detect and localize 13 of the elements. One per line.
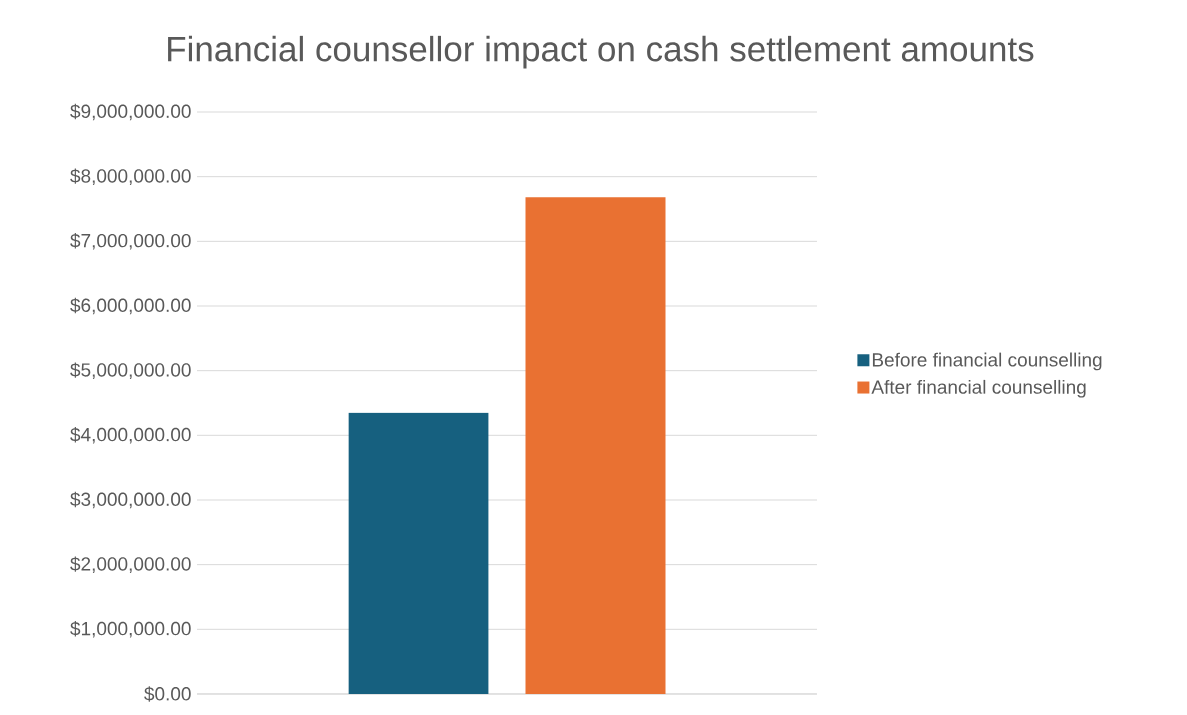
- y-tick-label: $2,000,000.00: [70, 556, 191, 573]
- y-tick-label: $0.00: [144, 686, 191, 702]
- y-tick-label: $5,000,000.00: [70, 362, 191, 379]
- y-tick-label: $4,000,000.00: [70, 427, 191, 444]
- y-tick-label: $1,000,000.00: [70, 621, 191, 638]
- y-tick-label: $3,000,000.00: [70, 491, 191, 509]
- legend-label: Before financial counselling: [872, 352, 1102, 371]
- legend-label: After financial counselling: [871, 379, 1086, 398]
- y-tick-label: $7,000,000.00: [70, 233, 191, 250]
- y-tick-label: $9,000,000.00: [70, 103, 191, 121]
- chart-title: Financial counsellor impact on cash settlement amounts: [168, 35, 1034, 69]
- y-tick-label: $8,000,000.00: [70, 168, 191, 185]
- y-tick-label: $6,000,000.00: [70, 297, 191, 315]
